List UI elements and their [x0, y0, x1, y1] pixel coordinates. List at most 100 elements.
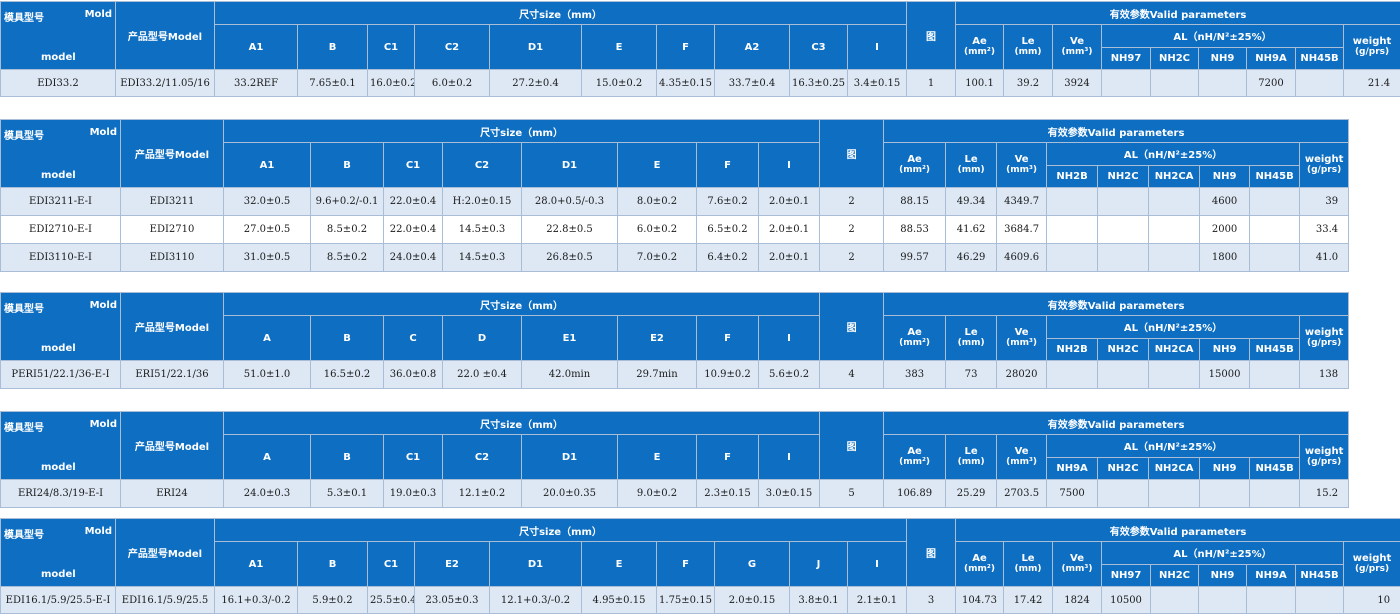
al-cell — [1047, 361, 1098, 389]
ve-cell: 2703.5 — [997, 480, 1047, 508]
material-header: NH9 — [1199, 564, 1247, 587]
ve-header: Ve(mm³) — [1053, 542, 1102, 587]
product-cell: EDI3211 — [121, 188, 224, 216]
figure-cell: 5 — [820, 480, 884, 508]
ae-header: Ae(mm²) — [884, 435, 946, 480]
al-cell — [1296, 70, 1344, 97]
ae-cell: 88.15 — [884, 188, 946, 216]
al-cell — [1151, 70, 1199, 97]
al-header: AL（nH/N²±25%） — [1047, 435, 1300, 458]
mold-en-label: Mold — [85, 526, 112, 537]
figure-cell: 2 — [820, 188, 884, 216]
dimension-cell: 16.1+0.3/-0.2 — [215, 587, 298, 614]
mold-cell: EDI3211-E-I — [1, 188, 121, 216]
product-model-header: 产品型号Model — [116, 519, 215, 587]
valid-parameters-header: 有效参数Valid parameters — [956, 2, 1400, 25]
material-header: NH45B — [1250, 338, 1300, 361]
dimension-header: C — [384, 316, 443, 361]
dimension-cell: 16.0±0.25 — [368, 70, 415, 97]
dimension-cell: 3.4±0.15 — [848, 70, 907, 97]
figure-cell: 4 — [820, 361, 884, 389]
material-header: NH2C — [1151, 47, 1199, 70]
dimension-cell: 5.6±0.2 — [759, 361, 820, 389]
weight-cell: 41.0 — [1300, 244, 1349, 272]
material-header: NH2C — [1098, 165, 1149, 188]
ae-cell: 104.73 — [956, 587, 1004, 614]
al-cell: 7200 — [1247, 70, 1296, 97]
al-cell — [1098, 361, 1149, 389]
al-cell — [1250, 216, 1300, 244]
al-cell — [1098, 188, 1149, 216]
al-cell — [1250, 188, 1300, 216]
unit-label: (mm³) — [999, 457, 1044, 468]
al-cell — [1200, 480, 1250, 508]
al-cell: 10500 — [1102, 587, 1151, 614]
dimension-cell: 6.0±0.2 — [618, 216, 697, 244]
model-en-label: model — [41, 52, 76, 63]
weight-cell: 15.2 — [1300, 480, 1349, 508]
al-header: AL（nH/N²±25%） — [1047, 143, 1300, 166]
dimension-cell: 22.0±0.4 — [384, 216, 443, 244]
al-cell — [1151, 587, 1199, 614]
ae-header: Ae(mm²) — [956, 542, 1004, 587]
product-cell: EDI3110 — [121, 244, 224, 272]
dimension-cell: 24.0±0.3 — [224, 480, 311, 508]
dimension-header: A — [224, 435, 311, 480]
material-header: NH2C — [1098, 457, 1149, 480]
material-header: NH2CA — [1149, 457, 1200, 480]
dimension-cell: 3.8±0.1 — [790, 587, 848, 614]
ve-cell: 1824 — [1053, 587, 1102, 614]
dimension-header: G — [715, 542, 790, 587]
mold-cn-label: 模具型号 — [4, 9, 44, 24]
dimension-header: B — [298, 542, 368, 587]
ve-cell: 28020 — [997, 361, 1047, 389]
dimension-cell: 15.0±0.2 — [582, 70, 657, 97]
product-cell: EDI33.2/11.05/16 — [116, 70, 215, 97]
al-cell — [1098, 216, 1149, 244]
ve-header: Ve(mm³) — [997, 435, 1047, 480]
ve-header: Ve(mm³) — [997, 143, 1047, 188]
ve-header-label: Ve — [999, 154, 1044, 165]
dimension-header: E2 — [415, 542, 490, 587]
material-header: NH2C — [1098, 338, 1149, 361]
dimension-cell: 16.3±0.25 — [790, 70, 848, 97]
le-header: Le(mm) — [1004, 542, 1053, 587]
weight-label: weight — [1302, 446, 1346, 457]
weight-unit-label: (g/prs) — [1346, 564, 1398, 575]
ve-cell: 3924 — [1053, 70, 1102, 97]
mold-cell: EDI2710-E-I — [1, 216, 121, 244]
mold-cell: ERI24/8.3/19-E-I — [1, 480, 121, 508]
dimension-header: D1 — [490, 542, 582, 587]
dimension-cell: 51.0±1.0 — [224, 361, 311, 389]
model-en-label: model — [41, 569, 76, 580]
dimension-cell: 42.0min — [522, 361, 618, 389]
mold-en-label: Mold — [90, 300, 117, 311]
ae-cell: 383 — [884, 361, 946, 389]
al-cell — [1149, 244, 1200, 272]
al-cell — [1102, 70, 1151, 97]
mold-en-label: Mold — [90, 127, 117, 138]
weight-label: weight — [1302, 154, 1346, 165]
dimension-cell: 2.1±0.1 — [848, 587, 907, 614]
unit-label: (mm) — [948, 457, 994, 468]
dimension-header: I — [848, 25, 907, 70]
material-header: NH45B — [1296, 564, 1344, 587]
al-cell — [1247, 587, 1296, 614]
al-cell: 15000 — [1200, 361, 1250, 389]
product-cell: ERI24 — [121, 480, 224, 508]
model-en-label: model — [41, 343, 76, 354]
dimension-header: F — [697, 143, 759, 188]
product-model-header: 产品型号Model — [121, 412, 224, 480]
al-cell — [1047, 244, 1098, 272]
dimension-cell: 9.6+0.2/-0.1 — [311, 188, 384, 216]
